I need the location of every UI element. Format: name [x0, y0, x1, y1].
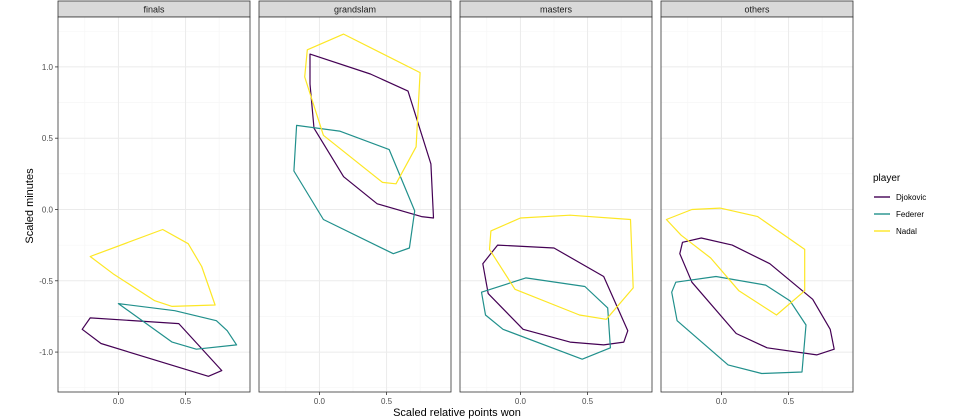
x-tick-label: 0.5 [180, 397, 192, 406]
hull-federer-others [671, 275, 807, 375]
x-tick-label: 0.5 [381, 397, 393, 406]
strip-label: others [744, 5, 770, 15]
legend-label-djokovic: Djokovic [896, 193, 926, 202]
y-tick-label: 1.0 [42, 63, 54, 72]
panel-border [57, 16, 251, 393]
panel-border [660, 16, 854, 393]
hull-nadal-masters [488, 214, 634, 320]
strip-label: masters [540, 5, 573, 15]
legend-items: Djokovic Federer Nadal [874, 193, 926, 236]
hull-nadal-others [665, 207, 806, 316]
x-tick-label: 0.0 [113, 397, 125, 406]
legend-label-nadal: Nadal [896, 227, 917, 236]
x-tick-label: 0.0 [314, 397, 326, 406]
legend: player Djokovic Federer Nadal [873, 173, 926, 236]
legend-item-nadal: Nadal [874, 227, 917, 236]
hull-djokovic-grandslam [309, 53, 435, 219]
legend-label-federer: Federer [896, 210, 924, 219]
x-axis-title: Scaled relative points won [393, 407, 521, 419]
hull-nadal-finals [89, 228, 216, 307]
panel-border [258, 16, 452, 393]
x-tick-label: 0.0 [716, 397, 728, 406]
strip-label: grandslam [334, 5, 376, 15]
y-tick-label: -1.0 [39, 348, 53, 357]
panel-background [58, 17, 250, 392]
y-tick-label: 0.5 [42, 134, 54, 143]
hull-federer-finals [117, 303, 238, 350]
x-tick-label: 0.5 [783, 397, 795, 406]
panel-others: others [660, 0, 854, 393]
hull-federer-grandslam [293, 124, 416, 255]
hull-djokovic-finals [81, 317, 223, 377]
legend-title: player [873, 173, 901, 184]
legend-item-federer: Federer [874, 210, 924, 219]
hull-djokovic-masters [482, 244, 629, 346]
panel-background [259, 17, 451, 392]
panel-grandslam: grandslam [258, 0, 452, 393]
y-tick-label: -0.5 [39, 277, 53, 286]
hull-djokovic-others [679, 237, 835, 356]
hull-federer-masters [480, 277, 612, 360]
x-tick-label: 0.5 [582, 397, 594, 406]
x-tick-label: 0.0 [515, 397, 527, 406]
legend-item-djokovic: Djokovic [874, 193, 926, 202]
facet-panels: finals grandslam masters others [57, 0, 854, 393]
panel-finals: finals [57, 0, 251, 393]
y-tick-label: 0.0 [42, 205, 54, 214]
panel-border [459, 16, 653, 393]
panel-background [460, 17, 652, 392]
hull-nadal-grandslam [304, 33, 421, 185]
x-axis-ticks: 0.0 0.5 0.0 0.5 0.0 0.5 0.0 0.5 [113, 392, 795, 406]
strip-label: finals [143, 5, 165, 15]
panel-masters: masters [459, 0, 653, 393]
y-axis-title: Scaled minutes [24, 168, 36, 244]
panel-background [661, 17, 853, 392]
y-axis-ticks: -1.0 -0.5 0.0 0.5 1.0 [39, 63, 58, 357]
